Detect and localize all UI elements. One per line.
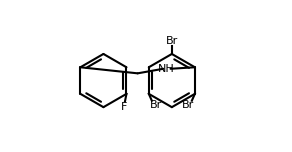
Text: F: F	[121, 102, 127, 112]
Text: Br: Br	[166, 36, 178, 46]
Text: NH: NH	[158, 64, 175, 74]
Text: Br: Br	[181, 100, 194, 110]
Text: Br: Br	[150, 100, 162, 110]
